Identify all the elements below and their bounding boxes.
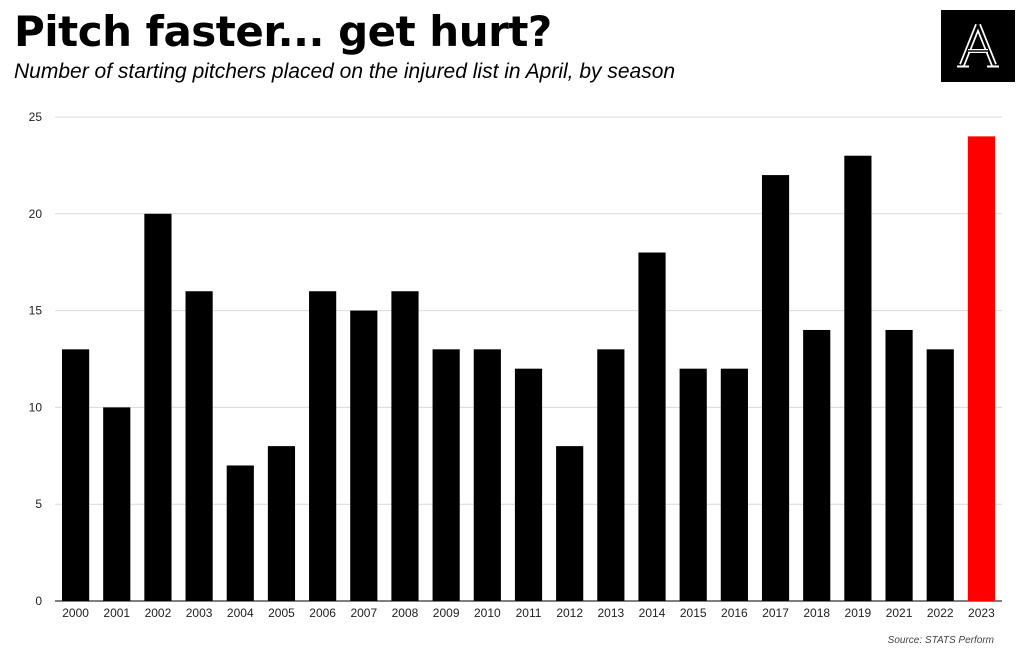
x-tick-label: 2002 <box>145 606 172 620</box>
x-tick-label: 2009 <box>433 606 460 620</box>
bar-2004 <box>226 465 254 601</box>
source-note: Source: STATS Perform <box>887 635 994 646</box>
x-tick-label: 2008 <box>392 606 419 620</box>
bar-2008 <box>391 291 419 601</box>
bar-2005 <box>267 446 296 601</box>
x-tick-label: 2016 <box>721 606 748 620</box>
bar-2022 <box>926 349 954 601</box>
x-tick-label: 2018 <box>803 606 830 620</box>
y-tick-label: 0 <box>35 594 42 608</box>
x-tick-label: 2019 <box>845 606 872 620</box>
x-tick-label: 2015 <box>680 606 707 620</box>
bar-2016 <box>720 368 748 601</box>
y-tick-label: 5 <box>35 497 42 511</box>
bar-2002 <box>144 213 172 602</box>
x-tick-label: 2006 <box>309 606 336 620</box>
bar-2011 <box>514 368 543 601</box>
bar-2006 <box>309 291 337 601</box>
bar-2017 <box>761 175 790 601</box>
bar-2000 <box>61 349 90 601</box>
bar-2014 <box>638 252 666 601</box>
bar-2015 <box>679 368 707 601</box>
x-tick-label: 2012 <box>556 606 583 620</box>
bar-2019 <box>844 155 872 601</box>
y-tick-label: 20 <box>29 207 43 221</box>
x-tick-label: 2023 <box>968 606 995 620</box>
bar-2012 <box>556 446 584 601</box>
x-tick-label: 2007 <box>350 606 377 620</box>
bars <box>61 136 996 602</box>
bar-2009 <box>432 349 460 601</box>
x-tick-label: 2013 <box>597 606 624 620</box>
chart-title: Pitch faster... get hurt? <box>14 7 552 56</box>
x-tick-label: 2001 <box>103 606 130 620</box>
x-tick-label: 2010 <box>474 606 501 620</box>
y-tick-label: 15 <box>29 304 43 318</box>
bar-2007 <box>350 310 378 601</box>
x-tick-label: 2011 <box>516 606 542 620</box>
chart-subtitle: Number of starting pitchers placed on th… <box>14 60 676 83</box>
the-athletic-logo-icon <box>957 23 999 68</box>
y-tick-label: 10 <box>29 400 43 414</box>
x-tick-label: 2004 <box>227 606 254 620</box>
bar-2023 <box>967 136 996 602</box>
bar-2003 <box>185 291 213 601</box>
x-tick-label: 2021 <box>886 606 913 620</box>
x-axis-tick-labels: 2000 2001 2002 2003 2004 2005 2006 2007 2008 2009… <box>62 606 995 620</box>
x-tick-label: 2014 <box>639 606 666 620</box>
x-tick-label: 2003 <box>186 606 213 620</box>
bar-2010 <box>473 349 501 601</box>
bar-2018 <box>803 329 831 601</box>
bar-2013 <box>597 349 625 601</box>
bar-2001 <box>103 407 131 601</box>
x-tick-label: 2000 <box>62 606 89 620</box>
x-tick-label: 2005 <box>268 606 295 620</box>
y-axis-tick-labels: 0 5 10 15 20 25 <box>29 110 43 608</box>
x-tick-label: 2017 <box>762 606 789 620</box>
y-tick-label: 25 <box>29 110 43 124</box>
publisher-logo <box>941 10 1015 82</box>
x-tick-label: 2022 <box>927 606 954 620</box>
bar-2021 <box>885 329 913 601</box>
